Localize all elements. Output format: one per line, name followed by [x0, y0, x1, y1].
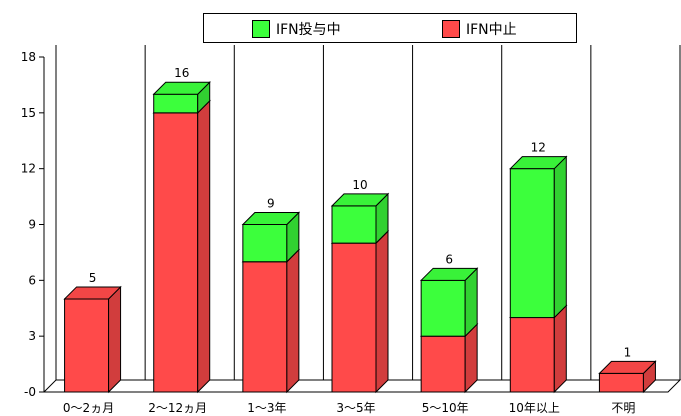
bar-total-label: 6	[445, 252, 453, 266]
bar-segment-ifn-stopped-top	[598, 360, 657, 374]
bar-segment-ifn-stopped-side	[375, 229, 389, 394]
bar-segment-ifn-ongoing-top	[241, 212, 301, 225]
bar-segment-ifn-ongoing-front	[153, 93, 199, 114]
x-category-label: 1〜3年	[247, 401, 286, 415]
bar-segment-ifn-stopped-side	[197, 99, 211, 394]
bar-segment-ifn-stopped-side	[286, 248, 300, 394]
x-category-label: 2〜12ヵ月	[148, 401, 207, 415]
bar-total-label: 12	[531, 141, 546, 155]
legend-swatch-ifn-ongoing	[252, 20, 270, 38]
y-tick-label: 15	[21, 106, 36, 120]
bar-segment-ifn-ongoing-front	[509, 168, 555, 319]
bar-segment-ifn-stopped-front	[242, 261, 288, 393]
bar-total-label: 9	[267, 197, 275, 211]
bar-segment-ifn-stopped-top	[63, 286, 122, 300]
x-category-label: 3〜5年	[336, 401, 375, 415]
bar-segment-ifn-stopped-side	[553, 304, 567, 394]
bar-segment-ifn-ongoing-top	[152, 81, 211, 95]
x-category-label: 5〜10年	[422, 401, 469, 415]
bar-segment-ifn-stopped-front	[420, 335, 466, 393]
bar-segment-ifn-ongoing-front	[242, 224, 288, 263]
x-category-label: 0〜2ヵ月	[63, 401, 114, 415]
legend-swatch-ifn-stopped	[442, 20, 460, 38]
legend-label-ifn-ongoing: IFN投与中	[276, 22, 341, 38]
bar-total-label: 10	[352, 178, 367, 192]
legend-label-ifn-stopped: IFN中止	[466, 22, 517, 38]
bar-segment-ifn-stopped-front	[509, 317, 555, 393]
bar-segment-ifn-stopped-front	[64, 298, 110, 393]
y-tick-label: -0	[24, 385, 36, 399]
bar-segment-ifn-ongoing-top	[419, 267, 479, 281]
y-tick-label: 12	[21, 162, 36, 176]
bar-segment-ifn-ongoing-side	[553, 155, 567, 319]
y-tick-label: 9	[28, 218, 36, 232]
x-category-label: 不明	[611, 401, 635, 415]
legend: IFN投与中 IFN中止	[203, 13, 577, 43]
bar-total-label: 1	[624, 345, 632, 359]
bar-segment-ifn-ongoing-top	[509, 156, 568, 170]
y-tick-label: 3	[28, 329, 36, 343]
bar-segment-ifn-ongoing-front	[331, 205, 377, 244]
bar-total-label: 16	[174, 66, 189, 80]
y-tick-label: 18	[21, 50, 36, 64]
bar-segment-ifn-stopped-front	[598, 372, 644, 393]
y-tick-label: 6	[28, 273, 36, 287]
bar-segment-ifn-ongoing-top	[330, 193, 390, 207]
bar-segment-ifn-stopped-front	[153, 112, 199, 393]
bar-total-label: 5	[89, 271, 97, 285]
x-category-label: 10年以上	[509, 401, 560, 415]
bar-segment-ifn-stopped-front	[331, 242, 377, 393]
bar-segment-ifn-stopped-side	[108, 285, 122, 394]
legend-item-ifn-stopped: IFN中止	[442, 19, 517, 39]
legend-item-ifn-ongoing: IFN投与中	[252, 19, 341, 39]
bar-segment-ifn-ongoing-front	[420, 279, 466, 337]
